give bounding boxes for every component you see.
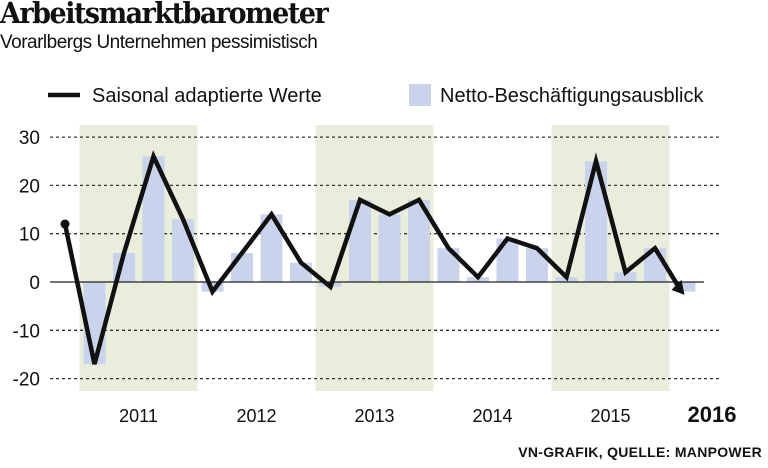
chart-title: Arbeitsmarktbarometer xyxy=(0,0,329,30)
arrow-head-icon xyxy=(671,279,685,295)
legend-bar-label: Netto-Beschäftigungsausblick xyxy=(440,85,704,107)
y-tick-label: -10 xyxy=(13,321,40,342)
x-year-label: 2014 xyxy=(472,406,512,426)
x-year-label: 2016 xyxy=(688,402,737,427)
bar xyxy=(408,199,430,282)
bar xyxy=(172,219,194,282)
legend-bar-swatch xyxy=(409,84,431,106)
y-tick-label: 0 xyxy=(29,273,40,294)
bar xyxy=(585,161,607,282)
bar xyxy=(142,156,165,282)
chart-subtitle: Vorarlbergs Unternehmen pessimistisch xyxy=(0,32,318,53)
bar xyxy=(231,253,253,282)
legend-line-label: Saisonal adaptierte Werte xyxy=(92,85,322,107)
line-start-point xyxy=(60,219,70,229)
source-note: VN-GRAFIK, QUELLE: MANPOWER xyxy=(518,444,762,460)
x-year-label: 2013 xyxy=(354,406,394,426)
y-tick-label: -20 xyxy=(13,370,40,391)
bar xyxy=(349,199,371,282)
x-year-label: 2015 xyxy=(590,406,630,426)
x-year-label: 2012 xyxy=(236,406,276,426)
bar xyxy=(260,214,283,282)
y-tick-label: 30 xyxy=(19,128,40,149)
bar xyxy=(614,272,637,282)
series-line xyxy=(62,150,683,365)
x-year-label: 2011 xyxy=(119,406,158,426)
bar xyxy=(378,214,401,282)
y-tick-label: 20 xyxy=(19,176,40,197)
y-tick-label: 10 xyxy=(19,225,40,246)
bar xyxy=(673,282,696,292)
